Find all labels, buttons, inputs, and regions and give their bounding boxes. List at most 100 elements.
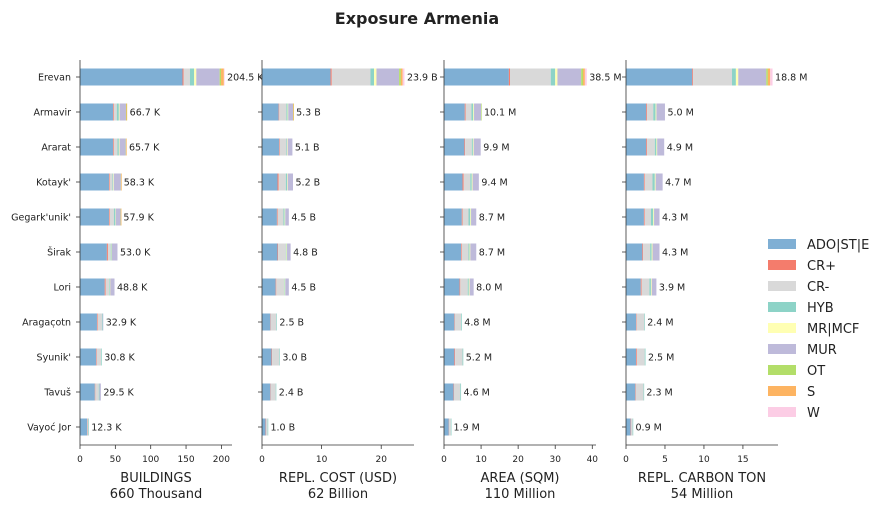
bar-segment: [647, 103, 654, 121]
data-label: 1.9 M: [454, 423, 480, 434]
panel-total-label: 660 Thousand: [110, 487, 203, 502]
bar-segment: [444, 68, 509, 86]
bar-segment: [461, 208, 463, 226]
legend-label: MR|MCF: [807, 322, 859, 337]
bar-segment: [636, 313, 637, 331]
bar-segment: [331, 68, 371, 86]
bar-segment: [641, 278, 650, 296]
data-label: 58.3 K: [124, 178, 155, 189]
region-label: Kotayk': [36, 178, 71, 189]
bar-segment: [108, 173, 110, 191]
bar-segment: [262, 173, 278, 191]
bar-segment: [626, 278, 641, 296]
bar-segment: [275, 278, 277, 296]
bar-segment: [121, 173, 122, 191]
bar-segment: [286, 103, 288, 121]
region-label: Lori: [54, 283, 71, 294]
bar-segment: [444, 348, 455, 366]
bar-segment: [370, 68, 375, 86]
bar-segment: [107, 243, 111, 261]
bar-segment: [262, 313, 271, 331]
bar-segment: [467, 278, 469, 296]
bar-segment: [653, 208, 655, 226]
bar-segment: [270, 383, 276, 401]
bar-segment: [471, 138, 473, 156]
bar-segment: [462, 173, 464, 191]
panel-axis-label: REPL. COST (USD): [279, 471, 397, 486]
bar-segment: [474, 103, 482, 121]
bar-segment: [472, 138, 474, 156]
bar-segment: [770, 68, 773, 86]
data-label: 4.5 B: [291, 283, 316, 294]
data-label: 5.0 M: [667, 108, 693, 119]
bar-segment: [262, 68, 331, 86]
bar-segment: [473, 138, 481, 156]
bar-segment: [632, 418, 634, 436]
bar-segment: [468, 243, 470, 261]
data-label: 5.3 B: [296, 108, 321, 119]
bar-segment: [656, 103, 665, 121]
data-label: 8.7 M: [479, 213, 505, 224]
bar-segment: [652, 173, 655, 191]
bar-segment: [473, 103, 475, 121]
legend-swatch: [768, 239, 796, 249]
bar-segment: [111, 243, 113, 261]
bar-segment: [626, 383, 636, 401]
data-label: 4.7 M: [665, 178, 691, 189]
data-label: 8.0 M: [476, 283, 502, 294]
bar-segment: [262, 103, 279, 121]
data-label: 5.1 B: [295, 143, 320, 154]
legend: ADO|ST|E CR+ CR- HYB MR|MCF MUR OT SW: [768, 238, 869, 421]
data-label: 2.5 B: [279, 318, 304, 329]
region-label: Syunik': [37, 353, 71, 364]
bar-segment: [293, 103, 294, 121]
bar-segment: [99, 383, 101, 401]
bar-segment: [650, 208, 654, 226]
bar-segment: [87, 418, 89, 436]
bar-segment: [468, 208, 471, 226]
x-tick-label: 0: [77, 455, 83, 465]
panel-axis-label: REPL. CARBON TON: [638, 471, 766, 486]
bar-segment: [80, 208, 109, 226]
bar-segment: [287, 103, 289, 121]
bar-segment: [102, 313, 104, 331]
panel-axis-label: AREA (SQM): [480, 471, 559, 486]
bar-segment: [284, 278, 286, 296]
bar-segment: [461, 243, 462, 261]
bar-segment: [462, 348, 464, 366]
bar-segment: [449, 418, 451, 436]
data-label: 5.2 B: [296, 178, 321, 189]
bar-segment: [284, 208, 286, 226]
bar-segment: [454, 383, 461, 401]
x-tick-label: 0: [441, 455, 447, 465]
bar-segment: [88, 418, 89, 436]
bar-segment: [555, 68, 558, 86]
bar-segment: [557, 68, 582, 86]
x-tick-label: 20: [375, 455, 387, 465]
bar-segment: [267, 418, 269, 436]
x-tick-label: 10: [475, 455, 487, 465]
bar-segment: [470, 173, 472, 191]
x-tick-label: 20: [512, 455, 524, 465]
bar-segment: [732, 68, 736, 86]
bar-segment: [113, 173, 114, 191]
bar-segment: [278, 243, 286, 261]
bar-segment: [262, 208, 277, 226]
legend-label: CR-: [807, 280, 830, 295]
bar-segment: [288, 103, 293, 121]
bar-segment: [644, 208, 651, 226]
bar-segment: [287, 173, 288, 191]
bar-segment: [650, 243, 652, 261]
bar-segment: [643, 173, 645, 191]
bar-segment: [117, 138, 119, 156]
bar-segment: [469, 243, 471, 261]
bar-segment: [444, 313, 455, 331]
bar-segment: [455, 348, 463, 366]
data-label: 30.8 K: [104, 353, 135, 364]
bar-segment: [471, 103, 474, 121]
bar-segment: [655, 173, 663, 191]
bar-segment: [120, 208, 122, 226]
data-label: 4.6 M: [464, 388, 490, 399]
data-label: 4.8 B: [293, 248, 318, 259]
bar-segment: [649, 278, 651, 296]
